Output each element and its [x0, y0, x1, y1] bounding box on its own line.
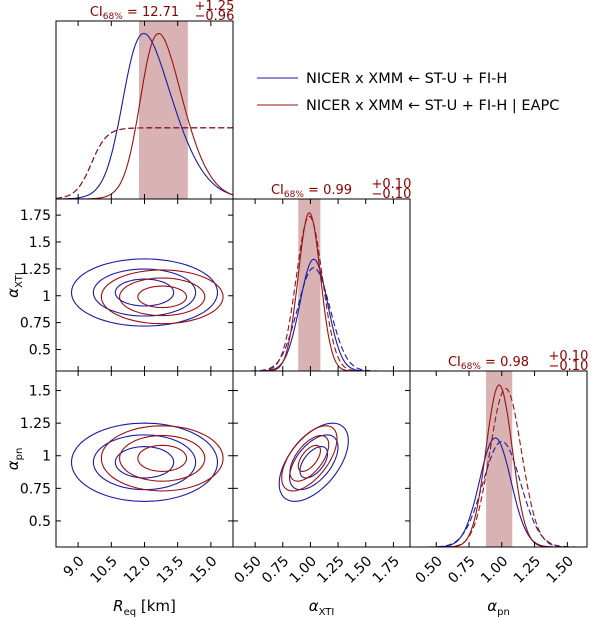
marginal-axti-series-1: [233, 212, 410, 372]
y-axis-label-apn: αpn: [4, 448, 25, 471]
y-tick-label-axti: 0.5: [29, 343, 51, 359]
y-tick-label-apn: 0.5: [29, 514, 51, 530]
contour-req-apn-series-0-level-0: [114, 446, 175, 479]
y-tick-label-axti: 0.75: [20, 316, 51, 332]
ci-band-axti: [298, 199, 321, 371]
contour-req-apn-series-1-level-1: [119, 434, 206, 482]
contour-axti-apn-series-1-level-0: [297, 444, 321, 472]
x-tick-label-axti: 1.00: [287, 553, 320, 586]
legend: NICER x XMM ← ST-U + FI-H NICER x XMM ← S…: [257, 71, 559, 114]
contour-axti-apn-series-0-level-2: [278, 422, 349, 502]
ci-lower-axti: −0.10: [372, 187, 412, 202]
legend-label-series-1: NICER x XMM ← ST-U + FI-H | EAPC: [306, 98, 559, 114]
contour-req-axti-series-1-level-0: [137, 285, 188, 309]
contour-req-apn-series-1-level-2: [100, 425, 224, 492]
contour-req-axti-series-0-level-2: [70, 258, 219, 327]
panel-axti-apn: [232, 370, 411, 548]
x-axis-label-axti: αXTI: [309, 597, 335, 617]
contour-axti-apn-series-1-level-2: [281, 425, 338, 492]
y-tick-label-axti: 1.5: [29, 235, 51, 251]
ci-band-req: [138, 21, 188, 199]
ci-lower-apn: −0.10: [549, 359, 589, 374]
legend-label-series-0: NICER x XMM ← ST-U + FI-H: [306, 71, 507, 87]
x-tick-label-req: 9.0: [61, 553, 88, 580]
y-tick-label-apn: 0.75: [20, 481, 51, 497]
x-tick-label-axti: 0.75: [259, 553, 292, 586]
panel-req-apn: [55, 370, 234, 548]
ci-upper-req: +1.25: [195, 0, 235, 14]
prior-axti-series-1: [233, 215, 410, 372]
ci-lower-req: −0.96: [195, 9, 235, 24]
contour-req-apn-series-1-level-0: [137, 444, 188, 472]
marginal-req-series-0: [56, 32, 234, 200]
contour-req-axti-series-0-level-0: [114, 278, 175, 307]
x-axis-label-apn: αpn: [487, 597, 510, 617]
contour-req-axti-series-1-level-2: [100, 269, 224, 325]
x-tick-label-axti: 0.50: [231, 553, 264, 586]
x-tick-label-req: 15.0: [187, 553, 220, 586]
y-tick-label-apn: 1.25: [20, 416, 51, 432]
contour-req-axti-series-0-level-1: [92, 268, 197, 317]
y-tick-label-axti: 1.25: [20, 262, 51, 278]
y-tick-label-apn: 1.5: [29, 384, 51, 400]
x-tick-label-axti: 1.75: [370, 553, 403, 586]
y-tick-label-apn: 1: [42, 449, 51, 465]
ci-label-axti: CI68% = 0.99: [271, 183, 352, 200]
prior-req-series-1: [55, 127, 233, 199]
contour-axti-apn-series-0-level-1: [289, 434, 339, 491]
panel-apn-apn: [409, 370, 588, 548]
ci-label-req: CI68% = 12.71: [90, 5, 179, 22]
x-tick-label-axti: 1.50: [342, 553, 375, 586]
x-tick-label-req: 12.0: [121, 553, 154, 586]
x-tick-label-req: 13.5: [154, 553, 187, 586]
x-tick-label-apn: 1.00: [478, 553, 511, 586]
contour-axti-apn-series-1-level-1: [289, 434, 330, 482]
y-tick-label-axti: 1: [42, 289, 51, 305]
x-tick-label-apn: 1.25: [511, 553, 544, 586]
contour-req-axti-series-1-level-1: [119, 277, 206, 317]
x-tick-label-apn: 0.75: [445, 553, 478, 586]
x-tick-label-req: 10.5: [88, 553, 121, 586]
panel-req-axti: [55, 198, 234, 372]
contour-req-apn-series-0-level-1: [92, 434, 197, 491]
x-tick-label-apn: 0.50: [412, 553, 445, 586]
ci-upper-axti: +0.10: [372, 177, 412, 192]
marginal-axti-series-0: [233, 258, 410, 372]
y-tick-label-axti: 1.75: [20, 208, 51, 224]
contour-req-apn-series-0-level-2: [70, 422, 219, 502]
ci-upper-apn: +0.10: [549, 349, 589, 364]
y-axis-label-axti: αXTI: [4, 272, 25, 298]
credible-interval-labels: CI68% = 12.71 +1.25−0.96 CI68% = 0.99 +0.10…: [90, 0, 589, 374]
x-tick-label-apn: 1.50: [544, 553, 577, 586]
x-tick-label-axti: 1.25: [314, 553, 347, 586]
x-axis-label-req: Req [km]: [113, 597, 176, 617]
axis-ticks: [56, 21, 568, 547]
ci-label-apn: CI68% = 0.98: [448, 355, 529, 372]
